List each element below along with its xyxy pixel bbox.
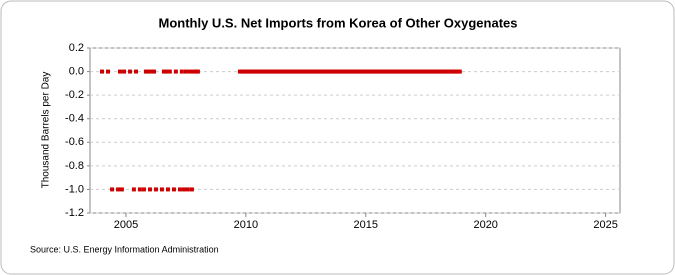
data-point bbox=[293, 69, 298, 74]
y-tick-label: 0.2 bbox=[69, 42, 84, 54]
data-point bbox=[365, 69, 370, 74]
data-point bbox=[353, 69, 358, 74]
data-point bbox=[149, 69, 154, 74]
y-axis-label: Thousand Barrels per Day bbox=[41, 72, 52, 189]
data-point bbox=[401, 69, 406, 74]
data-point bbox=[371, 69, 376, 74]
data-point bbox=[281, 69, 286, 74]
data-point bbox=[195, 69, 200, 74]
y-tick-label: -0.6 bbox=[65, 136, 84, 148]
data-point bbox=[257, 69, 262, 74]
y-tick-label: -0.8 bbox=[65, 160, 84, 172]
data-point bbox=[377, 69, 382, 74]
data-point bbox=[407, 69, 412, 74]
data-point bbox=[317, 69, 322, 74]
data-point bbox=[425, 69, 430, 74]
data-point bbox=[116, 187, 121, 192]
data-point bbox=[269, 69, 274, 74]
y-tick-label: -0.4 bbox=[65, 113, 84, 125]
data-point bbox=[263, 69, 268, 74]
data-point bbox=[323, 69, 328, 74]
data-point bbox=[457, 69, 462, 74]
data-point bbox=[419, 69, 424, 74]
x-tick-label: 2010 bbox=[234, 219, 258, 231]
data-point bbox=[167, 69, 172, 74]
data-point bbox=[443, 69, 448, 74]
data-point bbox=[395, 69, 400, 74]
data-point bbox=[437, 69, 442, 74]
chart-title: Monthly U.S. Net Imports from Korea of O… bbox=[159, 15, 518, 30]
data-point bbox=[383, 69, 388, 74]
data-point bbox=[191, 69, 196, 74]
data-point bbox=[173, 69, 178, 74]
x-tick-label: 2025 bbox=[593, 219, 617, 231]
data-point bbox=[389, 69, 394, 74]
data-point bbox=[189, 187, 194, 192]
data-point bbox=[183, 69, 188, 74]
data-point bbox=[311, 69, 316, 74]
data-point bbox=[251, 69, 256, 74]
data-point bbox=[455, 69, 460, 74]
data-point bbox=[119, 187, 124, 192]
data-point bbox=[329, 69, 334, 74]
data-point bbox=[152, 69, 157, 74]
source-note: Source: U.S. Energy Information Administ… bbox=[30, 244, 219, 254]
data-point bbox=[159, 187, 164, 192]
data-point bbox=[188, 69, 193, 74]
data-point bbox=[359, 69, 364, 74]
data-point bbox=[147, 187, 152, 192]
data-point bbox=[134, 69, 139, 74]
data-point bbox=[413, 69, 418, 74]
data-point bbox=[347, 69, 352, 74]
data-point bbox=[305, 69, 310, 74]
y-tick-label: -1.0 bbox=[65, 183, 84, 195]
y-tick-label: 0.0 bbox=[69, 65, 84, 77]
data-point bbox=[137, 187, 142, 192]
data-point bbox=[105, 69, 110, 74]
data-point bbox=[335, 69, 340, 74]
data-point bbox=[117, 69, 122, 74]
data-point bbox=[165, 187, 170, 192]
x-tick-label: 2005 bbox=[114, 219, 138, 231]
data-point bbox=[341, 69, 346, 74]
data-point bbox=[177, 187, 182, 192]
data-point bbox=[245, 69, 250, 74]
data-point bbox=[239, 69, 244, 74]
data-point bbox=[141, 187, 146, 192]
data-point bbox=[122, 69, 127, 74]
data-point bbox=[171, 187, 176, 192]
data-point bbox=[146, 69, 151, 74]
data-point bbox=[179, 69, 184, 74]
data-point bbox=[153, 187, 158, 192]
data-point bbox=[431, 69, 436, 74]
data-point bbox=[143, 69, 148, 74]
data-point bbox=[99, 69, 104, 74]
data-point bbox=[275, 69, 280, 74]
data-point bbox=[449, 69, 454, 74]
x-tick-label: 2015 bbox=[354, 219, 378, 231]
data-point bbox=[182, 187, 187, 192]
data-point bbox=[128, 69, 133, 74]
x-tick-label: 2020 bbox=[473, 219, 497, 231]
data-point bbox=[185, 187, 190, 192]
data-point bbox=[110, 187, 115, 192]
data-point bbox=[131, 187, 136, 192]
data-point bbox=[161, 69, 166, 74]
data-point bbox=[287, 69, 292, 74]
data-point bbox=[164, 69, 169, 74]
y-tick-label: -0.2 bbox=[65, 89, 84, 101]
y-tick-label: -1.2 bbox=[65, 207, 84, 219]
data-point bbox=[299, 69, 304, 74]
